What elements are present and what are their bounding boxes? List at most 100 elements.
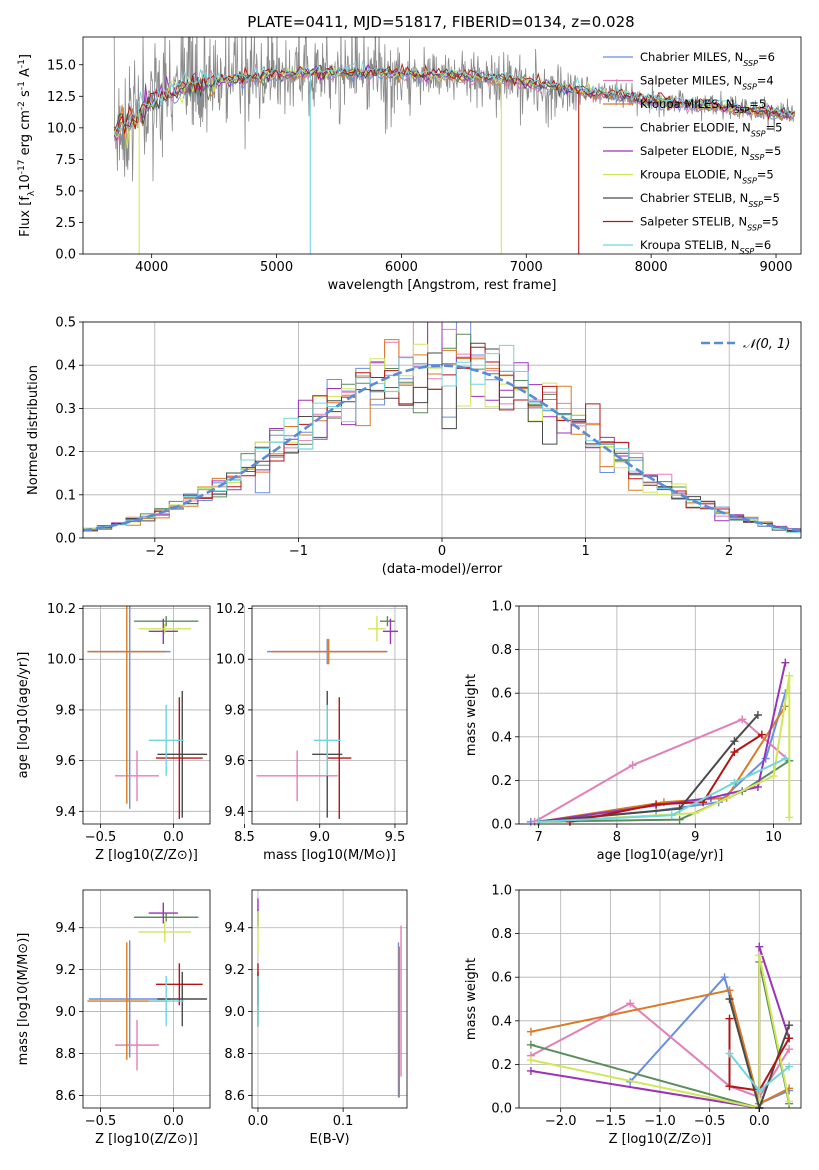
data-point-marker	[755, 942, 764, 951]
data-point-marker	[785, 671, 794, 680]
x-tick-label: 0.0	[163, 830, 184, 845]
y-tick-label: 5.0	[55, 184, 76, 199]
y-tick-label: 1.0	[491, 884, 512, 899]
x-axis-label: Z [log10(Z/Z⊙)]	[609, 1132, 712, 1147]
x-tick-label: −0.5	[85, 1114, 117, 1129]
y-axis-label: mass weight	[464, 674, 479, 756]
series-line-kroupa-stelib	[538, 757, 786, 823]
y-tick-label: 0.2	[55, 445, 76, 460]
y-tick-label: 0.8	[491, 927, 512, 942]
y-tick-label: 9.4	[224, 805, 245, 820]
y-tick-label: 7.5	[55, 153, 76, 168]
figure-title: PLATE=0411, MJD=51817, FIBERID=0134, z=0…	[247, 13, 634, 31]
data-point-marker	[725, 1014, 734, 1023]
y-tick-label: 0.6	[491, 687, 512, 702]
axes-age-vs-Z: −0.5 0.0 9.4 9.6 9.8 10.0 10.2 Z [log10(Z/Z⊙)] a…	[16, 602, 211, 863]
y-tick-label: 10.0	[47, 121, 76, 136]
data-point-marker	[785, 1062, 794, 1071]
x-tick-label: 4000	[135, 260, 168, 275]
x-tick-label: 7000	[510, 260, 543, 275]
axes-massweight-vs-age: 7 8 9 10 0.0 0.2 0.4 0.6 0.8 1.0 age [log10(age/yr…	[464, 600, 802, 863]
y-axis-label: mass weight	[464, 958, 479, 1040]
series-line-kroupa-elodie	[530, 955, 791, 1108]
y-tick-label: 9.4	[224, 921, 245, 936]
y-tick-label: 0.0	[491, 1102, 512, 1117]
legend-entry: 𝒩(0, 1)	[743, 337, 790, 352]
x-tick-label: 7	[534, 830, 542, 845]
y-tick-label: 9.2	[224, 963, 245, 978]
y-tick-label: 0.8	[491, 643, 512, 658]
data-point-marker	[675, 815, 684, 824]
legend-entry: Chabrier ELODIE, NSSP=5	[640, 121, 782, 139]
y-tick-label: 0.2	[491, 774, 512, 789]
data-point-marker	[526, 1056, 535, 1065]
y-tick-label: 10.0	[47, 653, 76, 668]
plot-frame	[82, 36, 802, 255]
legend-entry: Kroupa ELODIE, NSSP=5	[640, 168, 774, 186]
x-tick-label: 10	[765, 830, 782, 845]
y-tick-label: 0.0	[491, 818, 512, 833]
model-line-kroupa-elodie	[113, 65, 796, 149]
y-tick-label: 0.6	[491, 971, 512, 986]
y-tick-label: 0.0	[55, 248, 76, 263]
data-point-marker	[785, 1097, 794, 1106]
series-line-chabrier-elodie	[538, 759, 790, 823]
y-tick-label: 10.2	[47, 602, 76, 617]
data-point-marker	[628, 761, 637, 770]
axes-residuals: −2 −1 0 1 2 0.0 0.1 0.2 0.3 0.4 0.5 (data-model)/er…	[26, 316, 802, 577]
x-tick-label: 0.0	[749, 1114, 770, 1129]
y-tick-label: 9.6	[224, 754, 245, 769]
data-point-marker	[725, 1082, 734, 1091]
data-point-marker	[526, 1066, 535, 1075]
plot-frame	[82, 605, 211, 825]
y-tick-label: 1.0	[491, 600, 512, 615]
plot-frame	[251, 605, 408, 825]
data-point-marker	[667, 811, 676, 820]
x-tick-label: −2.0	[545, 1114, 577, 1129]
y-tick-label: 9.2	[55, 963, 76, 978]
x-tick-label: 9000	[759, 260, 792, 275]
y-tick-label: 8.8	[224, 1047, 245, 1062]
data-point-marker	[755, 951, 764, 960]
y-tick-label: 0.1	[55, 488, 76, 503]
y-axis-label: mass [log10(M/M⊙)]	[16, 933, 31, 1066]
x-tick-label: 9	[691, 830, 699, 845]
data-point-marker	[785, 1021, 794, 1030]
x-tick-label: 0.1	[333, 1114, 354, 1129]
data-point-marker	[626, 999, 635, 1008]
legend-entry: Chabrier MILES, NSSP=6	[640, 50, 775, 68]
data-point-marker	[785, 1045, 794, 1054]
data-point-marker	[725, 1049, 734, 1058]
series-line-chabrier-stelib	[728, 998, 791, 1108]
x-tick-label: 9.5	[385, 830, 406, 845]
x-tick-label: 9.0	[309, 830, 330, 845]
x-tick-label: 8	[613, 830, 621, 845]
y-tick-label: 9.4	[55, 805, 76, 820]
x-tick-label: −1	[289, 544, 308, 559]
x-tick-label: 1	[581, 544, 589, 559]
x-tick-label: −1.0	[644, 1114, 676, 1129]
y-tick-label: 0.4	[55, 359, 76, 374]
plot-frame	[251, 889, 408, 1109]
y-tick-label: 0.0	[55, 532, 76, 547]
data-point-marker	[785, 1034, 794, 1043]
x-tick-label: 6000	[385, 260, 418, 275]
x-tick-label: 2	[725, 544, 733, 559]
x-axis-label: wavelength [Angstrom, rest frame]	[328, 278, 557, 293]
y-tick-label: 9.8	[224, 703, 245, 718]
x-tick-label: −0.5	[694, 1114, 726, 1129]
y-axis-label: age [log10(age/yr)]	[16, 652, 31, 779]
y-tick-label: 12.5	[47, 90, 76, 105]
data-point-marker	[652, 800, 661, 809]
axes-massweight-vs-Z: −2.0 −1.5 −1.0 −0.5 0.0 0.0 0.2 0.4 0.6 0.8 1.0 Z […	[464, 884, 802, 1147]
x-tick-label: −0.5	[85, 830, 117, 845]
axes-age-vs-mass: 8.5 9.0 9.5 9.4 9.6 9.8 10.0 10.2 mass [log10(M/…	[216, 602, 408, 863]
x-axis-label: Z [log10(Z/Z⊙)]	[95, 1132, 198, 1147]
y-tick-label: 10.0	[216, 653, 245, 668]
axes-mass-vs-EBV: 0.0 0.1 8.6 8.8 9.0 9.2 9.4 E(B-V)	[224, 889, 408, 1147]
axes-mass-vs-Z: −0.5 0.0 8.6 8.8 9.0 9.2 9.4 Z [log10(Z/Z⊙)] mas…	[16, 889, 211, 1147]
data-point-marker	[730, 737, 739, 746]
data-point-marker	[781, 754, 790, 763]
x-tick-label: 5000	[260, 260, 293, 275]
plot-frame	[82, 889, 211, 1109]
